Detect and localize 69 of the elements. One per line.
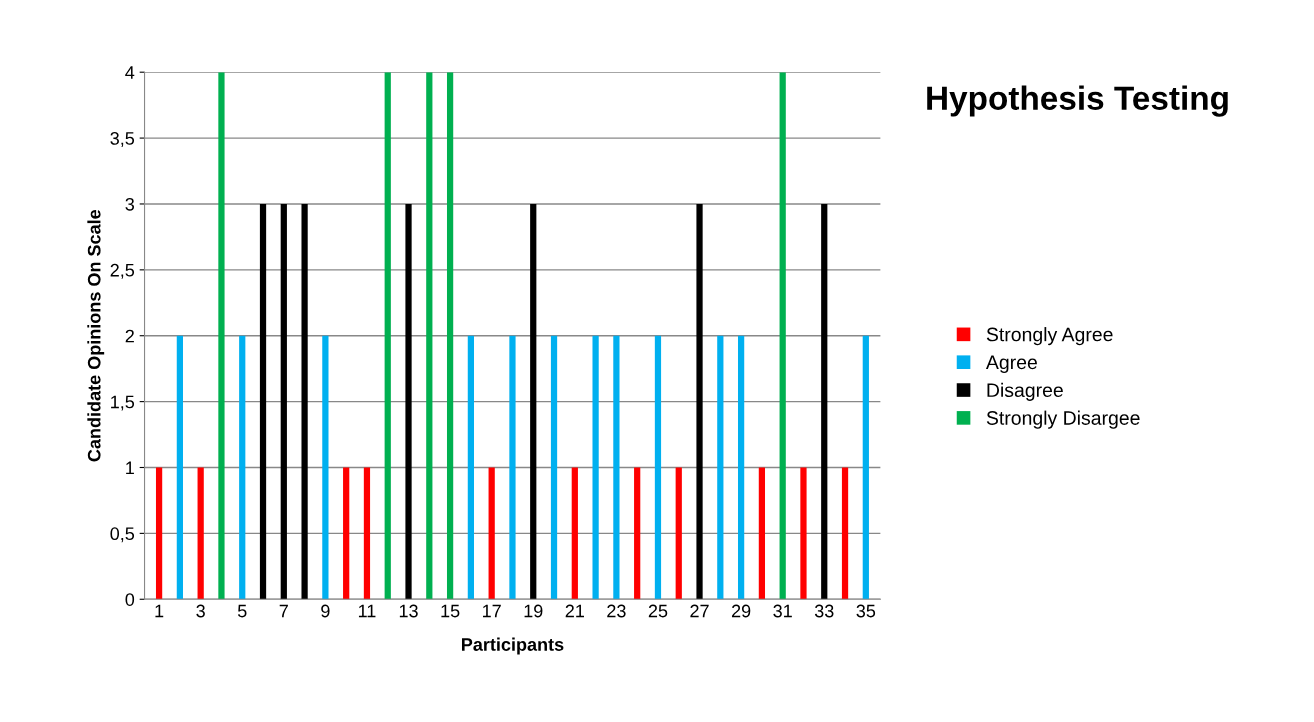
y-tick-label: 1 — [126, 461, 134, 475]
legend-label: Agree — [985, 355, 1037, 374]
bar — [301, 203, 308, 600]
bar — [550, 335, 558, 600]
x-tick-label: 3 — [196, 604, 205, 618]
bar — [654, 335, 662, 600]
legend-label: Strongly Agree — [986, 327, 1113, 346]
y-axis-title: Candidate Opinions On Scale — [87, 209, 105, 462]
bar — [467, 335, 475, 600]
y-tick-label: 0,5 — [110, 527, 135, 543]
bar — [758, 467, 766, 600]
bar — [405, 203, 412, 600]
x-tick-label: 1 — [155, 604, 164, 618]
x-tick-label: 31 — [773, 604, 792, 618]
x-axis-title: Participants — [461, 637, 564, 655]
bar — [259, 203, 267, 600]
bar — [800, 467, 807, 600]
bar — [384, 72, 391, 600]
y-tick-label: 0 — [125, 593, 135, 606]
bar — [218, 72, 225, 600]
bar — [841, 467, 849, 600]
bar — [426, 72, 433, 600]
y-tick-label: 3,5 — [110, 132, 135, 147]
bar — [821, 203, 828, 600]
x-tick-label: 11 — [358, 604, 376, 618]
bar — [280, 203, 287, 600]
y-tick-label: 3 — [125, 197, 135, 211]
bar — [488, 467, 495, 600]
x-tick-label: 19 — [524, 604, 543, 618]
bar — [363, 467, 371, 600]
x-tick-label: 25 — [648, 604, 668, 618]
y-tick-label: 1,5 — [111, 395, 135, 411]
bar — [446, 72, 454, 600]
bar — [675, 467, 682, 600]
x-tick-label: 13 — [399, 604, 418, 618]
bar — [613, 335, 620, 600]
bar — [176, 335, 183, 600]
bar — [197, 467, 204, 600]
x-tick-label: 33 — [814, 604, 834, 618]
x-tick-label: 5 — [237, 604, 247, 618]
y-tick-label: 2 — [125, 329, 134, 343]
bar — [717, 335, 724, 600]
x-tick-label: 29 — [731, 604, 751, 618]
bar — [239, 335, 246, 600]
x-tick-label: 35 — [856, 604, 876, 618]
bar — [343, 467, 350, 600]
x-tick-label: 23 — [607, 604, 626, 618]
y-tick-label: 4 — [125, 66, 135, 79]
text: Hypothesis Testing — [927, 85, 1228, 117]
x-tick-label: 9 — [321, 604, 330, 618]
bar — [634, 467, 641, 600]
legend-label: Strongly Disargee — [986, 410, 1140, 429]
bar — [592, 335, 599, 600]
x-tick-label: 15 — [441, 604, 460, 618]
y-tick-label: 2,5 — [110, 263, 135, 279]
bar — [779, 72, 786, 600]
bar — [509, 335, 516, 600]
bar — [322, 335, 329, 600]
bar — [530, 203, 537, 600]
bar — [155, 467, 163, 600]
x-tick-label: 27 — [690, 604, 709, 618]
x-tick-label: 21 — [565, 604, 584, 618]
bar — [696, 203, 703, 600]
bar — [571, 467, 578, 600]
bar — [862, 335, 869, 600]
bar — [737, 335, 745, 600]
x-tick-label: 17 — [483, 604, 501, 618]
x-tick-label: 7 — [279, 604, 288, 618]
legend-label: Disagree — [987, 382, 1063, 401]
